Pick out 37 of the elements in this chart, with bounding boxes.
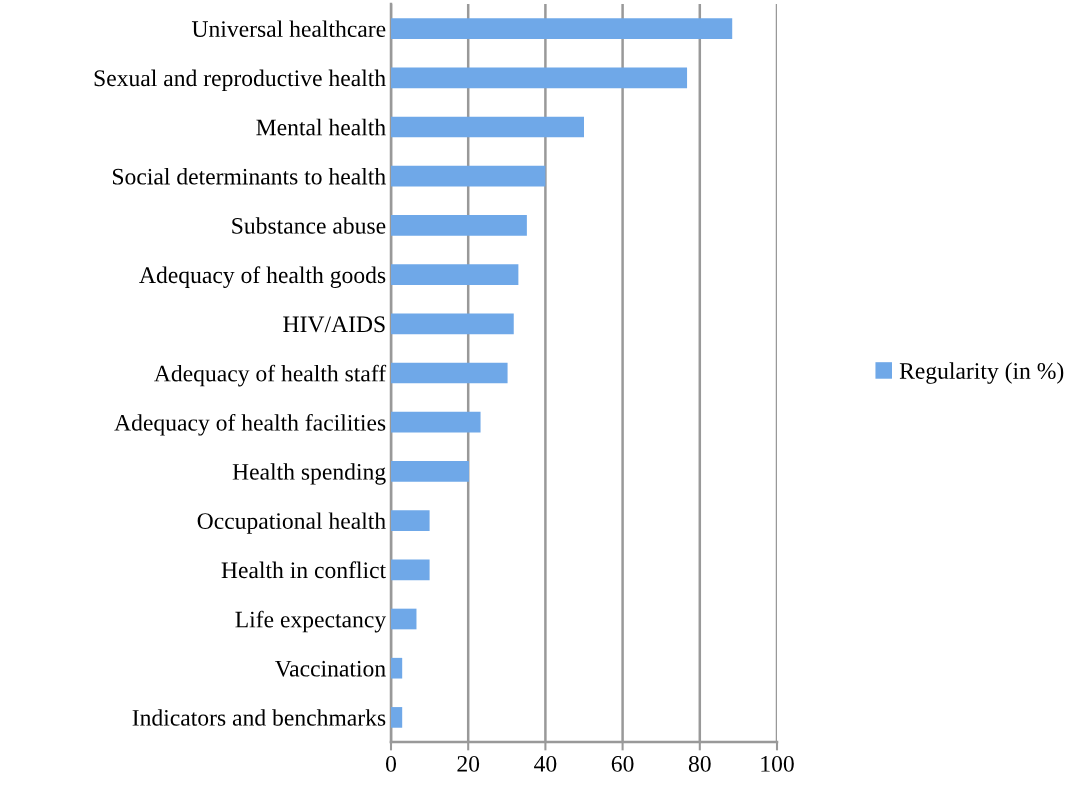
bar [391,67,688,89]
bar [391,461,469,482]
x-tick-label: 60 [611,755,634,772]
y-tick-label: Health in conflict [221,561,386,579]
x-tick-label: 40 [534,755,557,772]
bar [391,362,508,384]
bar [391,707,403,728]
x-tick-label: 0 [386,755,396,772]
y-tick-label: Adequacy of health facilities [114,413,386,436]
bar [391,657,403,679]
y-tick-label: HIV/AIDS [283,316,385,333]
x-tick-label: 80 [688,755,711,772]
bar [391,559,430,581]
y-tick-label: Substance abuse [232,217,386,234]
y-tick-label: Sexual and reproductive health [94,69,386,92]
bar [391,18,733,39]
bar [391,411,481,433]
bar [391,608,417,630]
x-tick-label: 100 [761,755,794,772]
y-tick-label: Health spending [232,463,386,485]
y-tick-label: Life expectancy [235,610,387,633]
bar [391,510,430,531]
y-tick-label: Vaccination [274,660,386,677]
y-tick-label: Social determinants to health [112,168,386,185]
y-tick-label: Mental health [256,118,386,136]
bar [391,215,527,236]
bar [391,116,584,138]
y-tick-label: Indicators and benchmarks [132,709,386,726]
legend-label: Regularity (in %) [899,362,1064,384]
y-tick-label: Universal healthcare [191,20,386,38]
y-tick-label: Adequacy of health staff [154,364,387,387]
y-tick-label: Adequacy of health goods [139,266,386,289]
x-tick-label: 20 [457,755,480,772]
bar [391,264,519,285]
y-tick-label: Occupational health [197,512,386,534]
bar [391,165,546,187]
bar [391,313,514,335]
